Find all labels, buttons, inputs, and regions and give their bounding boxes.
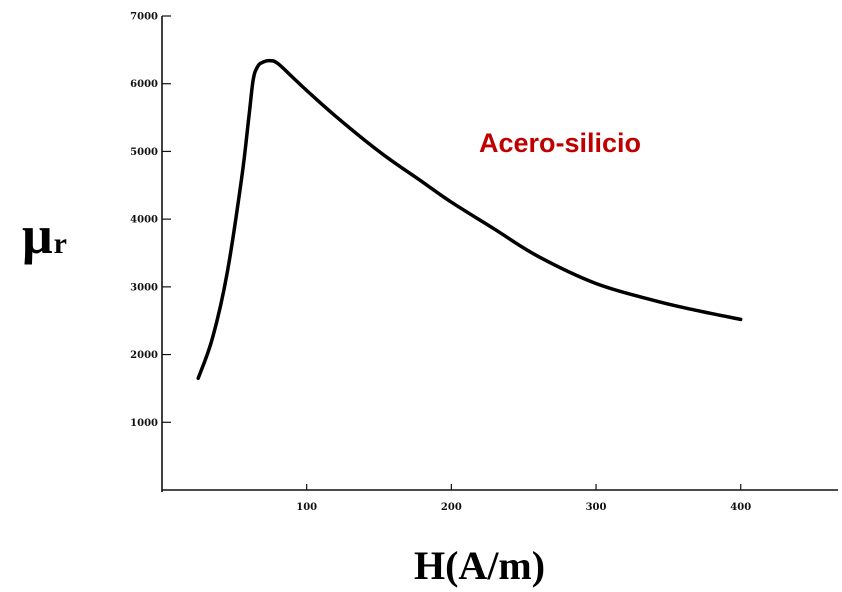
ticks: 1000 2000 3000 4000 5000 6000 7000 100 200 300 400	[130, 12, 751, 514]
y-tick-label-3000: 3000	[130, 282, 158, 293]
x-tick-label-400: 400	[730, 502, 751, 513]
y-tick-label-5000: 5000	[130, 147, 158, 158]
x-tick-label-200: 200	[441, 502, 462, 513]
axes	[161, 16, 838, 492]
y-tick-label-1000: 1000	[130, 418, 158, 429]
y-axis-label: μr	[22, 204, 67, 266]
series	[196, 58, 743, 381]
x-tick-label-300: 300	[586, 502, 607, 513]
y-axis-label-suffix: r	[53, 227, 67, 260]
y-tick-label-6000: 6000	[130, 79, 158, 90]
series-line-0	[196, 58, 743, 381]
x-tick-label-100: 100	[296, 502, 317, 513]
y-tick-label-7000: 7000	[130, 12, 158, 23]
x-axis-label: H(A/m)	[414, 543, 546, 588]
y-axis-label-symbol: μ	[22, 205, 53, 265]
series-annotation: Acero-silicio	[479, 128, 642, 158]
y-tick-label-2000: 2000	[130, 350, 158, 361]
y-tick-label-4000: 4000	[130, 215, 158, 226]
